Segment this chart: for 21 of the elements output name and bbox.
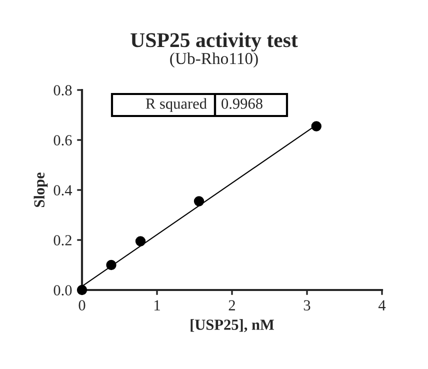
annotation: 0.9968 [222,98,262,109]
y-axis-title: Slope [34,172,48,208]
y-tick-label: 0.2 [54,235,72,246]
chart-title: USP25 activity test [130,32,298,52]
x-tick-label: 0 [78,300,86,310]
y-tick-label: 0.8 [54,85,72,96]
point [194,196,204,206]
x-axis-title: [USP25], nM [190,319,274,332]
point [76,284,88,296]
x-tick-label: 3 [304,300,310,310]
x-tick-label: 1 [154,300,160,310]
x-tick-label: 4 [378,300,386,310]
point [106,260,116,270]
y-tick-label: 0.4 [54,185,72,196]
x-tick-label: 2 [228,300,235,310]
point [311,121,322,132]
annotation: R squared [146,98,207,112]
chart-subtitle: (Ub-Rho110) [170,52,258,68]
y-tick-label: 0.0 [54,285,72,296]
point [135,236,146,246]
y-tick-label: 0.6 [54,135,72,146]
